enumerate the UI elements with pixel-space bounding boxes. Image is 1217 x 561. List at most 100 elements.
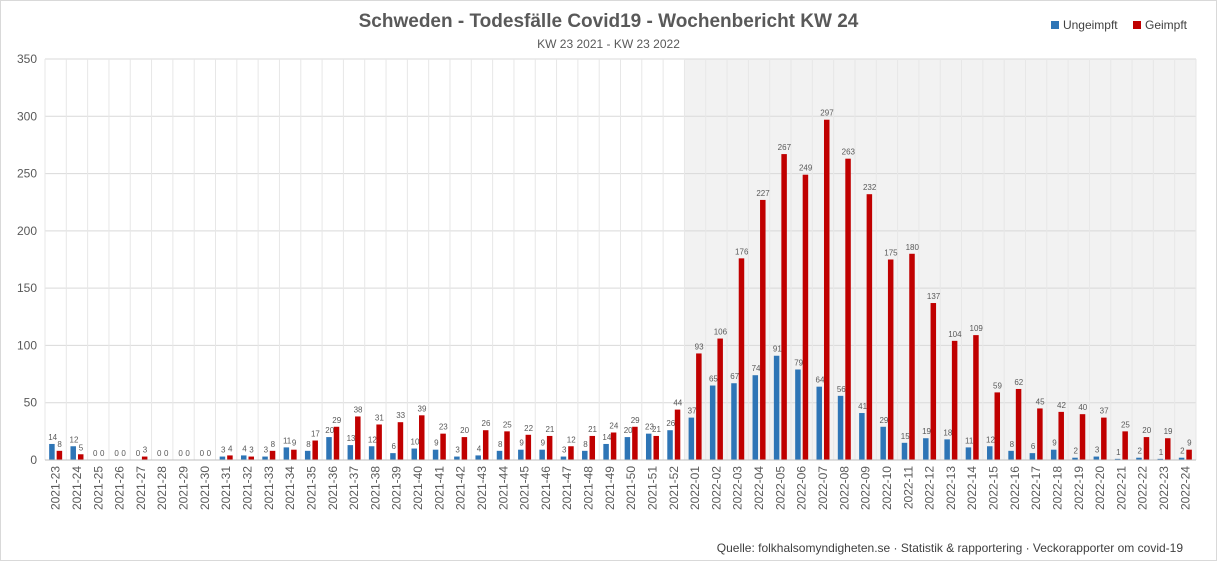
value-label: 0 — [164, 449, 169, 458]
value-label: 74 — [752, 364, 761, 373]
bar-ungeimpft — [49, 443, 55, 460]
bar-geimpft — [1122, 431, 1128, 460]
bar-ungeimpft — [496, 450, 503, 460]
bar-ungeimpft — [709, 385, 716, 460]
value-label: 37 — [1100, 407, 1109, 416]
bar-ungeimpft — [752, 375, 759, 460]
value-label: 12 — [368, 435, 377, 444]
value-label: 29 — [879, 416, 888, 425]
value-label: 67 — [730, 372, 739, 381]
value-label: 25 — [1121, 420, 1130, 429]
bar-geimpft — [1079, 414, 1086, 460]
bar-ungeimpft — [944, 439, 950, 460]
value-label: 91 — [773, 345, 782, 354]
bar-ungeimpft — [518, 449, 524, 460]
bar-geimpft — [909, 253, 915, 460]
y-tick-label: 150 — [17, 281, 37, 295]
bar-geimpft — [227, 455, 233, 460]
bar-geimpft — [589, 435, 596, 460]
bar-ungeimpft — [539, 449, 545, 460]
y-tick-label: 300 — [17, 109, 37, 123]
value-label: 9 — [1187, 439, 1192, 448]
value-label: 22 — [524, 424, 533, 433]
legend-swatch-ungeimpft — [1050, 21, 1059, 29]
value-label: 106 — [714, 328, 728, 337]
legend-item-geimpft: Geimpft — [1132, 18, 1187, 32]
bar-ungeimpft — [70, 446, 76, 460]
bar-ungeimpft — [454, 456, 460, 460]
value-label: 4 — [228, 444, 233, 453]
value-label: 25 — [503, 420, 512, 429]
bar-ungeimpft — [688, 417, 695, 460]
x-tick-label: 2021-38 — [368, 466, 382, 510]
bar-ungeimpft — [901, 442, 908, 460]
value-label: 18 — [943, 428, 952, 437]
bar-ungeimpft — [326, 437, 332, 460]
x-tick-label: 2021-47 — [560, 466, 574, 510]
bar-geimpft — [632, 426, 638, 460]
x-tick-label: 2022-17 — [1029, 466, 1043, 510]
bar-ungeimpft — [624, 437, 631, 460]
value-label: 3 — [455, 446, 460, 455]
value-label: 0 — [121, 449, 126, 458]
x-tick-label: 2022-07 — [816, 466, 830, 510]
legend-label-geimpft: Geimpft — [1144, 18, 1187, 32]
value-label: 24 — [609, 422, 618, 431]
x-tick-label: 2021-48 — [582, 466, 596, 510]
x-tick-label: 2021-24 — [70, 466, 84, 510]
value-label: 0 — [136, 449, 141, 458]
x-tick-label: 2022-11 — [901, 466, 915, 509]
legend-label-ungeimpft: Ungeimpft — [1062, 18, 1118, 32]
value-label: 180 — [906, 243, 920, 252]
value-label: 21 — [652, 425, 661, 434]
x-tick-label: 2022-08 — [837, 466, 851, 510]
value-label: 15 — [901, 432, 910, 441]
bar-geimpft — [461, 437, 468, 460]
bar-geimpft — [930, 303, 937, 460]
bar-ungeimpft — [304, 450, 311, 460]
value-label: 21 — [545, 425, 554, 434]
bar-geimpft — [887, 259, 894, 460]
bar-ungeimpft — [1072, 457, 1078, 460]
value-label: 26 — [666, 419, 675, 428]
value-label: 56 — [837, 385, 846, 394]
value-label: 62 — [1014, 378, 1023, 387]
bar-ungeimpft — [603, 443, 609, 460]
bar-geimpft — [546, 435, 553, 460]
y-tick-label: 100 — [17, 338, 37, 352]
value-label: 297 — [820, 109, 834, 118]
bar-geimpft — [419, 415, 425, 460]
value-label: 3 — [143, 446, 148, 455]
x-tick-label: 2022-18 — [1050, 466, 1064, 510]
x-tick-label: 2022-10 — [880, 466, 894, 510]
value-label: 104 — [948, 330, 962, 339]
bar-geimpft — [568, 446, 574, 460]
x-tick-label: 2022-24 — [1178, 466, 1192, 510]
bar-geimpft — [291, 449, 297, 460]
bar-ungeimpft — [859, 413, 865, 460]
value-label: 8 — [1010, 440, 1015, 449]
value-label: 20 — [325, 426, 334, 435]
x-tick-label: 2022-02 — [709, 466, 723, 510]
x-tick-label: 2021-36 — [326, 466, 340, 510]
bar-ungeimpft — [1114, 458, 1121, 460]
bar-geimpft — [1015, 388, 1022, 460]
value-label: 0 — [207, 449, 212, 458]
value-label: 23 — [439, 423, 448, 432]
bar-ungeimpft — [1178, 457, 1185, 460]
bar-geimpft — [760, 199, 766, 460]
y-tick-label: 50 — [24, 396, 38, 410]
value-label: 23 — [645, 423, 654, 432]
value-label: 14 — [48, 433, 57, 442]
bar-geimpft — [781, 154, 787, 460]
x-tick-label: 2022-03 — [731, 466, 745, 510]
value-label: 227 — [756, 189, 770, 198]
value-label: 12 — [567, 435, 576, 444]
value-label: 267 — [778, 143, 792, 152]
bar-ungeimpft — [219, 456, 226, 460]
x-tick-label: 2022-16 — [1008, 466, 1022, 510]
bar-geimpft — [738, 258, 745, 460]
bar-geimpft — [1101, 417, 1107, 460]
value-label: 26 — [482, 419, 491, 428]
